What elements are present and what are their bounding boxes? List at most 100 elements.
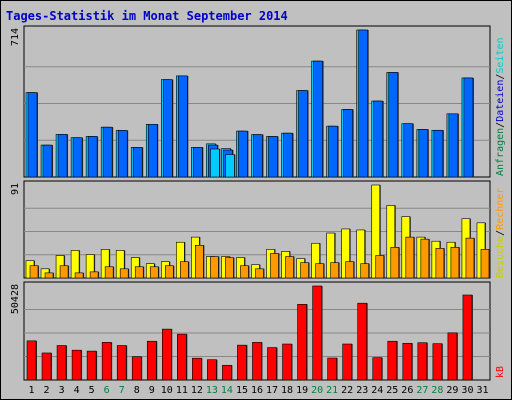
x-tick-label: 1 xyxy=(29,385,35,396)
legend-entry: kB xyxy=(495,366,506,378)
x-tick-label: 2 xyxy=(44,385,50,396)
x-tick-label: 25 xyxy=(386,385,398,396)
bar-rechner-day-7 xyxy=(119,268,129,279)
bar-rechner-day-2 xyxy=(44,272,54,279)
bar-kb-day-4 xyxy=(71,349,82,381)
bar-kb-day-15 xyxy=(237,344,247,381)
bar-dateien-day-6 xyxy=(102,126,113,178)
x-tick-label: 14 xyxy=(221,385,233,396)
bar-dateien-day-12 xyxy=(193,147,203,178)
bar-dateien-day-10 xyxy=(162,79,173,178)
panel-top: 714 xyxy=(10,25,491,178)
x-tick-label: 24 xyxy=(371,385,383,396)
bar-rechner-day-10 xyxy=(164,265,174,279)
bar-rechner-day-26 xyxy=(405,236,415,279)
bar-dateien-day-24 xyxy=(373,100,384,178)
legend-entry: / xyxy=(495,230,506,236)
bar-dateien-day-28 xyxy=(433,129,444,178)
x-tick-label: 16 xyxy=(251,385,263,396)
bar-dateien-day-29 xyxy=(448,113,459,178)
bar-dateien-day-19 xyxy=(298,90,308,178)
bar-kb-day-20 xyxy=(312,285,322,381)
x-tick-label: 5 xyxy=(89,385,95,396)
bar-rechner-day-24 xyxy=(375,255,385,279)
chart-title: Tages-Statistik im Monat September 2014 xyxy=(6,9,288,23)
bar-kb-day-12 xyxy=(192,357,202,381)
legend-entry: Besuche xyxy=(495,236,506,278)
bar-kb-day-7 xyxy=(116,345,127,381)
legend-bottom: kB xyxy=(495,366,506,378)
x-tick-label: 8 xyxy=(134,385,140,396)
x-tick-label: 9 xyxy=(149,385,155,396)
bar-rechner-day-14 xyxy=(225,257,234,279)
bar-dateien-day-18 xyxy=(283,132,293,178)
bar-dateien-day-15 xyxy=(238,130,248,178)
bar-dateien-day-26 xyxy=(403,123,414,178)
x-tick-label: 27 xyxy=(416,385,428,396)
x-tick-label: 11 xyxy=(176,385,188,396)
bar-kb-day-17 xyxy=(267,347,277,381)
bar-kb-day-1 xyxy=(26,340,37,381)
bar-kb-day-2 xyxy=(41,352,52,381)
x-tick-label: 13 xyxy=(206,385,218,396)
bar-rechner-day-30 xyxy=(465,237,475,279)
x-tick-label: 31 xyxy=(476,385,488,396)
bar-rechner-day-23 xyxy=(360,263,370,279)
bar-rechner-day-22 xyxy=(345,261,354,279)
bar-dateien-day-3 xyxy=(57,134,68,178)
x-tick-label: 15 xyxy=(236,385,248,396)
bar-rechner-day-20 xyxy=(315,263,324,279)
bar-rechner-day-11 xyxy=(180,261,189,279)
bar-dateien-day-8 xyxy=(132,147,143,178)
x-tick-label: 4 xyxy=(74,385,80,396)
bar-kb-day-25 xyxy=(387,340,398,381)
bar-dateien-day-17 xyxy=(268,136,278,178)
panel-max-label: 714 xyxy=(10,28,21,46)
x-tick-label: 7 xyxy=(119,385,125,396)
bar-dateien-day-30 xyxy=(463,77,474,178)
bar-dateien-day-5 xyxy=(87,136,98,178)
x-tick-label: 3 xyxy=(59,385,65,396)
bar-kb-day-18 xyxy=(282,343,292,381)
x-tick-label: 18 xyxy=(281,385,293,396)
bar-rechner-day-27 xyxy=(420,238,430,279)
bar-rechner-day-31 xyxy=(480,249,490,279)
bar-rechner-day-15 xyxy=(240,265,249,279)
bar-dateien-day-23 xyxy=(358,29,369,178)
bar-rechner-day-19 xyxy=(300,262,309,279)
legend-entry: Dateien xyxy=(495,80,506,122)
legend-entry: Seiten xyxy=(495,37,506,73)
x-tick-label: 12 xyxy=(191,385,203,396)
x-tick-label: 6 xyxy=(104,385,110,396)
bar-kb-day-30 xyxy=(462,294,473,381)
bar-rechner-day-4 xyxy=(74,272,84,279)
bar-kb-day-5 xyxy=(86,350,97,381)
bar-rechner-day-18 xyxy=(285,256,294,279)
bar-rechner-day-1 xyxy=(29,265,39,279)
x-tick-label: 20 xyxy=(311,385,323,396)
legend-entry: Anfragen xyxy=(495,128,506,176)
panel-max-label: 50428 xyxy=(10,284,21,314)
bar-dateien-day-22 xyxy=(343,109,353,178)
bar-rechner-day-5 xyxy=(89,271,99,279)
bar-rechner-day-3 xyxy=(59,265,69,279)
panel-max-label: 91 xyxy=(10,183,21,195)
bar-dateien-day-7 xyxy=(117,130,128,178)
legend-middle: Besuche/Rechner xyxy=(495,188,506,278)
bar-rechner-day-12 xyxy=(195,244,204,279)
bar-dateien-day-2 xyxy=(42,144,53,178)
panel-bottom: 50428 xyxy=(10,281,491,381)
bar-kb-day-13 xyxy=(207,359,217,381)
legend-entry: Rechner xyxy=(495,188,506,230)
legend-top: Anfragen/Dateien/Seiten xyxy=(495,37,506,176)
bar-kb-day-29 xyxy=(447,332,458,381)
bar-dateien-day-4 xyxy=(72,137,83,178)
panel-middle: 91 xyxy=(10,180,491,279)
bar-dateien-day-21 xyxy=(328,125,338,178)
bar-dateien-day-16 xyxy=(253,134,263,178)
bar-kb-day-16 xyxy=(252,342,262,381)
legend-entry: / xyxy=(495,122,506,128)
bar-rechner-day-8 xyxy=(134,266,144,279)
